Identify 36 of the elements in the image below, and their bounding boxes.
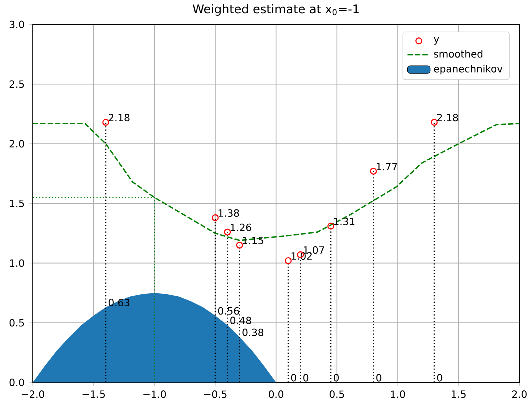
data-label: 2.18 xyxy=(108,114,130,122)
data-label: 1.07 xyxy=(304,246,324,254)
y-tick-label: 1.0 xyxy=(10,260,24,268)
legend-label: smoothed xyxy=(434,50,483,58)
x-tick-label: 0.5 xyxy=(330,390,344,398)
x-tick-label: −1.5 xyxy=(82,390,106,398)
chart-title: Weighted estimate at x$_{0}$=-1 xyxy=(193,4,359,16)
x-tick-label: −2.0 xyxy=(22,390,44,398)
x-tick-label: −1.0 xyxy=(144,390,166,398)
annotation: 0 xyxy=(376,374,382,382)
annotation: 0 xyxy=(334,374,339,382)
y-tick-label: 2.0 xyxy=(10,140,24,148)
data-label: 1.77 xyxy=(377,163,398,171)
y-tick-label: 2.5 xyxy=(10,80,24,88)
x-tick-label: −0.5 xyxy=(204,390,227,398)
data-label: 1.26 xyxy=(231,224,252,232)
x-tick-label: 1.5 xyxy=(452,390,466,398)
annotation: 0.48 xyxy=(230,317,252,325)
data-label: 2.18 xyxy=(437,114,458,122)
y-tick-label: 1.5 xyxy=(10,200,24,208)
x-tick-label: 1.0 xyxy=(391,390,406,398)
y-tick-label: 3.0 xyxy=(10,21,24,29)
annotation: 0.56 xyxy=(218,308,240,316)
annotation: 0 xyxy=(304,374,309,382)
data-label: 1.38 xyxy=(218,210,240,218)
annotation: 0 xyxy=(437,374,442,382)
annotation: 0.38 xyxy=(242,329,264,337)
x-tick-label: 0.0 xyxy=(269,390,284,398)
y-tick-label: 0.5 xyxy=(10,319,24,327)
y-tick-label: 0.0 xyxy=(10,379,24,387)
x-tick-label: 2.0 xyxy=(512,390,527,398)
data-label: 1.31 xyxy=(334,218,355,226)
legend-label: epanechnikov xyxy=(434,65,503,75)
data-label: 1.15 xyxy=(243,237,264,245)
legend-label: y xyxy=(434,38,440,46)
annotation: 0 xyxy=(291,374,296,382)
